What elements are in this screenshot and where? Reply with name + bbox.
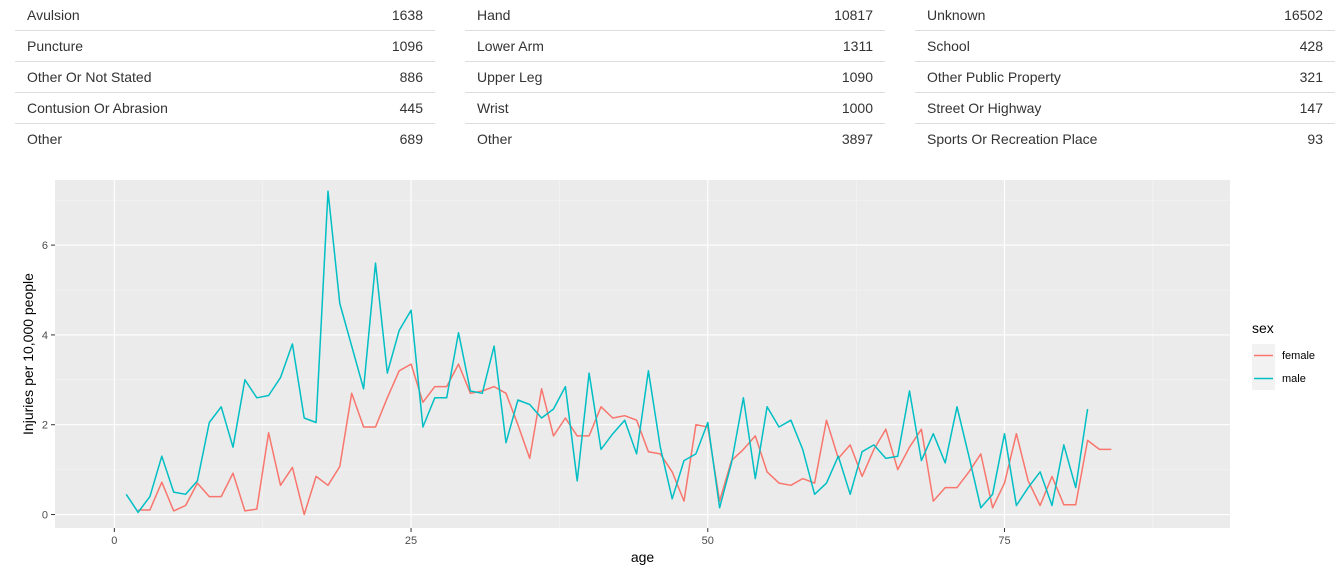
row-label: Hand — [465, 0, 714, 31]
row-count: 445 — [329, 92, 435, 124]
x-tick-label: 75 — [998, 535, 1010, 547]
y-tick-label: 4 — [42, 330, 48, 342]
y-axis: 0 2 4 6 — [42, 240, 55, 522]
x-tick-label: 0 — [111, 535, 117, 547]
table-row: Contusion Or Abrasion 445 — [15, 92, 435, 124]
table-row: Hand 10817 — [465, 0, 885, 31]
row-count: 428 — [1232, 30, 1335, 62]
table-row: Avulsion 1638 — [15, 0, 435, 31]
row-label: Unknown — [915, 0, 1233, 31]
row-count: 147 — [1232, 92, 1335, 124]
table-row: Lower Arm 1311 — [465, 30, 885, 62]
row-label: Lower Arm — [465, 30, 714, 62]
legend: sex female male — [1252, 320, 1315, 390]
y-tick-label: 6 — [42, 240, 48, 252]
x-tick-label: 50 — [702, 535, 714, 547]
row-count: 1000 — [713, 92, 885, 124]
major-gridlines — [55, 180, 1230, 528]
row-count: 321 — [1232, 61, 1335, 93]
row-label: Street Or Highway — [915, 92, 1233, 124]
row-count: 1090 — [713, 61, 885, 93]
row-count: 1311 — [713, 30, 885, 62]
row-label: Puncture — [15, 30, 330, 62]
row-count: 886 — [329, 61, 435, 93]
diagnosis-table: Avulsion 1638 Puncture 1096 Other Or Not Sta… — [15, 0, 435, 154]
row-count: 3897 — [841, 131, 873, 147]
y-tick-label: 2 — [42, 420, 48, 432]
row-count: 1638 — [329, 0, 435, 31]
table-row: School 428 — [915, 30, 1335, 62]
series-line-female — [138, 363, 1112, 516]
table-row: Other Public Property 321 — [915, 61, 1335, 93]
row-label: Other — [27, 131, 63, 147]
row-label: Other Or Not Stated — [15, 61, 330, 93]
table-row: Unknown 16502 — [915, 0, 1335, 31]
table-row: Upper Leg 1090 — [465, 61, 885, 93]
row-count: 93 — [1307, 131, 1323, 147]
row-label: Avulsion — [15, 0, 330, 31]
location-table: Unknown 16502 School 428 Other Public Proper… — [915, 0, 1335, 154]
row-label: Upper Leg — [465, 61, 714, 93]
series-layer — [125, 190, 1112, 516]
x-axis: 0 25 50 75 — [111, 528, 1011, 547]
row-label: Sports Or Recreation Place — [927, 131, 1098, 147]
table-row: Wrist 1000 — [465, 92, 885, 124]
series-line-male — [125, 190, 1089, 514]
table-row: Other 689 — [15, 124, 435, 155]
body-part-table: Hand 10817 Lower Arm 1311 Upper Leg 1090 Wrist… — [465, 0, 885, 154]
row-label: Wrist — [465, 92, 714, 124]
legend-label-female: female — [1282, 350, 1315, 362]
x-tick-label: 25 — [405, 535, 417, 547]
row-count: 1096 — [329, 30, 435, 62]
row-count: 10817 — [713, 0, 885, 31]
table-row: Other 3897 — [465, 124, 885, 155]
injury-rate-chart: 0 25 50 75 0 2 4 6 age Injuries per 10,000 peo… — [20, 180, 1315, 565]
row-label: Contusion Or Abrasion — [15, 92, 330, 124]
row-label: School — [915, 30, 1233, 62]
row-label: Other Public Property — [915, 61, 1233, 93]
summary-tables: Avulsion 1638 Puncture 1096 Other Or Not Sta… — [0, 0, 1342, 160]
row-label: Other — [477, 131, 513, 147]
table-row: Sports Or Recreation Place 93 — [915, 124, 1335, 155]
legend-label-male: male — [1282, 373, 1306, 385]
table-row: Street Or Highway 147 — [915, 92, 1335, 124]
row-count: 16502 — [1232, 0, 1335, 31]
minor-gridlines — [55, 180, 1230, 528]
row-count: 689 — [399, 131, 423, 147]
plot-panel — [55, 180, 1230, 528]
table-row: Puncture 1096 — [15, 30, 435, 62]
legend-title: sex — [1252, 320, 1274, 336]
y-tick-label: 0 — [42, 510, 48, 522]
table-row: Other Or Not Stated 886 — [15, 61, 435, 93]
y-axis-title: Injuries per 10,000 people — [20, 273, 36, 435]
x-axis-title: age — [631, 549, 655, 565]
